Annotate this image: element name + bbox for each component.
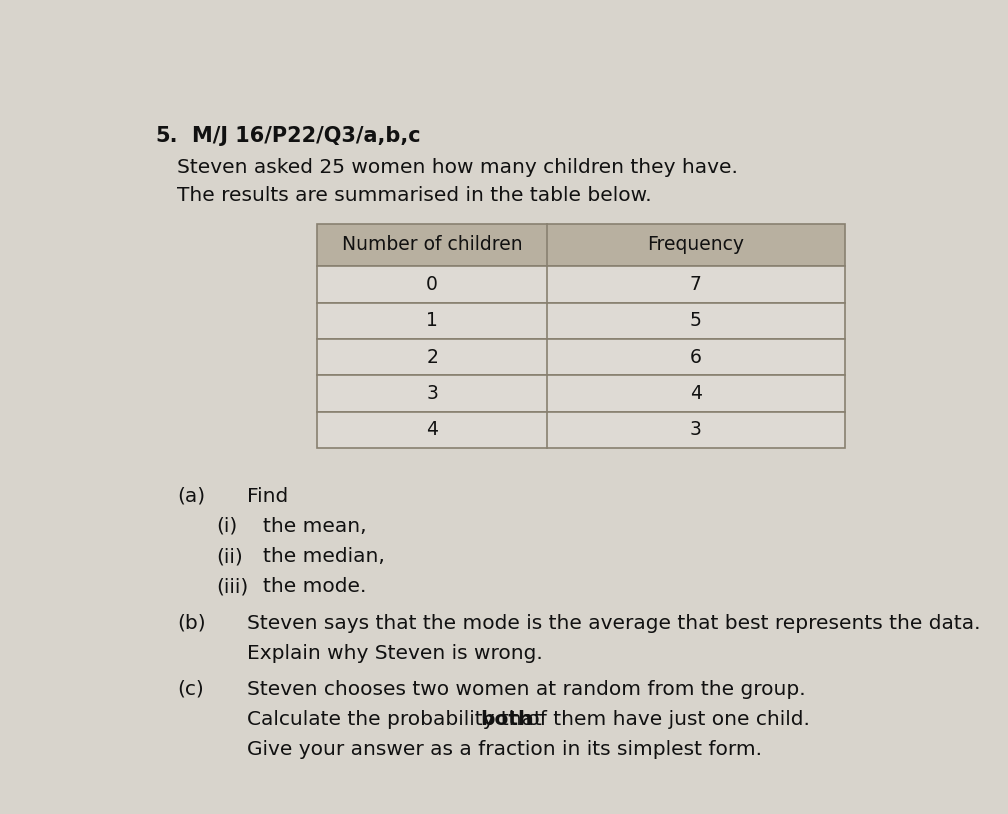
Text: The results are summarised in the table below.: The results are summarised in the table … [176,186,651,205]
Bar [318,224,845,266]
Bar [318,266,845,303]
Text: the median,: the median, [263,547,385,566]
Text: both: both [481,710,533,729]
Text: 3: 3 [426,384,438,403]
Bar [318,375,845,412]
Text: the mode.: the mode. [263,577,366,596]
Text: 5: 5 [689,311,702,330]
Text: (i): (i) [216,517,237,536]
Text: Steven says that the mode is the average that best represents the data.: Steven says that the mode is the average… [247,614,981,632]
Text: Give your answer as a fraction in its simplest form.: Give your answer as a fraction in its si… [247,740,762,759]
Text: 4: 4 [689,384,702,403]
Text: Number of children: Number of children [342,235,522,255]
Bar [318,303,845,339]
Text: Frequency: Frequency [647,235,744,255]
Text: 7: 7 [689,275,702,294]
Text: Calculate the probability that: Calculate the probability that [247,710,548,729]
Text: Explain why Steven is wrong.: Explain why Steven is wrong. [247,644,543,663]
Text: M/J 16/P22/Q3/a,b,c: M/J 16/P22/Q3/a,b,c [193,126,421,146]
Text: 1: 1 [426,311,438,330]
Text: 6: 6 [689,348,702,366]
Bar [318,339,845,375]
Bar [318,412,845,448]
Text: 3: 3 [689,420,702,440]
Text: (b): (b) [176,614,206,632]
Text: Steven asked 25 women how many children they have.: Steven asked 25 women how many children … [176,159,738,177]
Text: (c): (c) [176,680,204,699]
Text: (a): (a) [176,487,205,506]
Text: 0: 0 [426,275,438,294]
Text: the mean,: the mean, [263,517,366,536]
Text: of them have just one child.: of them have just one child. [521,710,810,729]
Text: Find: Find [247,487,288,506]
Text: 5.: 5. [155,126,178,146]
Text: 2: 2 [426,348,438,366]
Text: (iii): (iii) [216,577,248,596]
Text: 4: 4 [426,420,438,440]
Text: (ii): (ii) [216,547,243,566]
Text: Steven chooses two women at random from the group.: Steven chooses two women at random from … [247,680,805,699]
